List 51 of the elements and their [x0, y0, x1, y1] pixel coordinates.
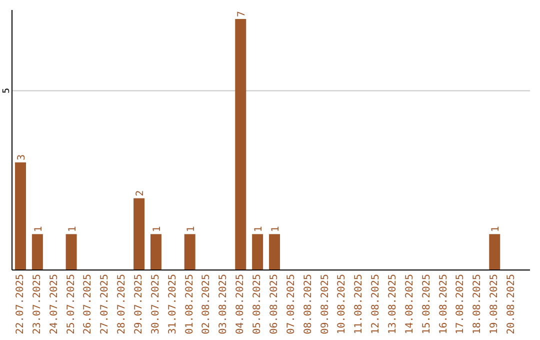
data-label: 1: [152, 226, 163, 232]
x-tick-label: 18.08.2025: [472, 274, 484, 334]
data-label: 7: [236, 10, 248, 17]
x-tick-label: 26.07.2025: [82, 274, 94, 334]
bar: [269, 234, 280, 270]
x-tick-label: 23.07.2025: [32, 274, 43, 334]
data-label: 1: [186, 226, 197, 232]
x-tick-label: 03.08.2025: [218, 274, 230, 334]
bar: [489, 234, 500, 270]
x-tick-label: 05.08.2025: [252, 274, 264, 334]
y-tick-label: 5: [2, 88, 12, 94]
x-tick-label: 01.08.2025: [184, 274, 196, 334]
data-label: 1: [254, 226, 265, 232]
x-tick-label: 17.08.2025: [455, 274, 466, 334]
x-tick-label: 29.07.2025: [134, 274, 144, 334]
x-tick-label: 31.07.2025: [167, 274, 178, 334]
x-tick-label: 06.08.2025: [268, 274, 280, 334]
data-label: 1: [67, 226, 78, 232]
x-tick-label: 30.07.2025: [150, 274, 162, 334]
x-tick-label: 04.08.2025: [235, 274, 246, 334]
bar: [184, 234, 196, 270]
bar: [150, 234, 162, 270]
x-tick-label: 02.08.2025: [201, 274, 212, 334]
x-tick-label: 14.08.2025: [404, 274, 416, 334]
x-tick-label: 11.08.2025: [354, 274, 365, 334]
data-label: 1: [270, 226, 282, 232]
x-tick-label: 25.07.2025: [66, 274, 77, 334]
x-tick-label: 28.07.2025: [116, 274, 128, 334]
x-tick-label: 24.07.2025: [48, 274, 60, 334]
x-tick-label: 22.07.2025: [14, 274, 26, 334]
x-tick-label: 09.08.2025: [320, 274, 331, 334]
x-tick-label: 27.07.2025: [100, 274, 111, 334]
bar: [235, 18, 246, 270]
bar: [134, 198, 145, 270]
x-tick-label: 19.08.2025: [489, 274, 500, 334]
bar: [66, 234, 77, 270]
data-label: 1: [490, 226, 502, 232]
x-tick-label: 20.08.2025: [506, 274, 518, 334]
x-tick-label: 13.08.2025: [388, 274, 398, 334]
data-label: 2: [135, 190, 146, 196]
bar: [252, 234, 264, 270]
data-label: 1: [33, 226, 44, 232]
x-tick-label: 15.08.2025: [421, 274, 432, 334]
x-tick-label: 12.08.2025: [370, 274, 382, 334]
x-tick-label: 16.08.2025: [438, 274, 450, 334]
x-tick-label: 07.08.2025: [286, 274, 297, 334]
x-tick-label: 10.08.2025: [336, 274, 348, 334]
x-tick-label: 08.08.2025: [302, 274, 314, 334]
bar: [32, 234, 43, 270]
bar: [15, 162, 26, 270]
data-label: 3: [16, 154, 28, 160]
